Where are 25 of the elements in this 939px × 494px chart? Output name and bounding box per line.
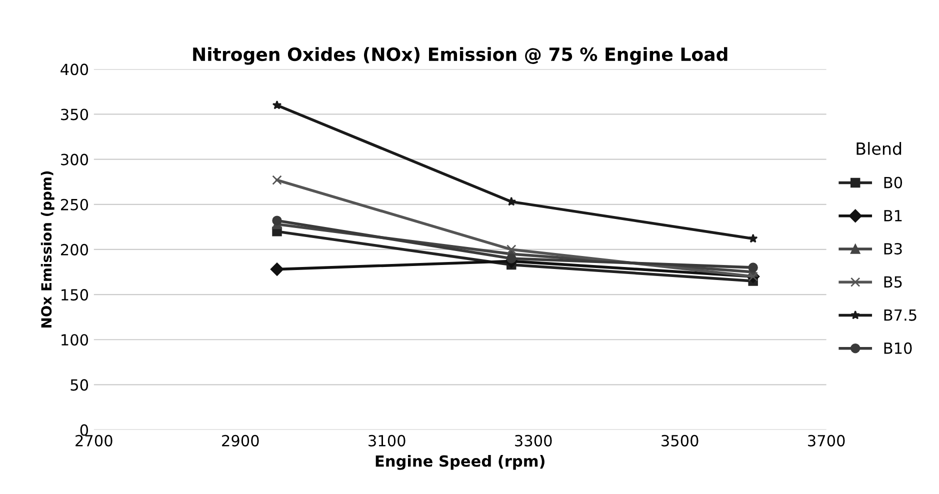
y-tick-label: 400 — [60, 64, 88, 76]
legend-label: B1 — [884, 210, 902, 222]
y-tick-label: 100 — [62, 334, 88, 346]
y-tick-label: 150 — [62, 289, 88, 301]
x-tick-label: 3700 — [808, 434, 845, 446]
y-tick-label: 50 — [70, 379, 88, 391]
x-tick-label: 3300 — [515, 434, 552, 446]
chart-title: Nitrogen Oxides (NOx) Emission @ 75 % Engine Load — [193, 47, 728, 65]
x-tick-label: 3500 — [662, 434, 698, 446]
x-tick-label: 2700 — [76, 434, 112, 446]
legend-label: B7.5 — [884, 309, 916, 321]
x-tick-label: 2900 — [222, 434, 259, 446]
legend-title: Blend — [856, 142, 902, 155]
y-tick-label: 250 — [60, 198, 88, 210]
x-axis-title: Engine Speed (rpm) — [376, 454, 544, 470]
legend-label: B0 — [884, 176, 902, 188]
y-axis-title: NOx Emission (ppm) — [40, 171, 54, 328]
legend-label: B10 — [884, 342, 912, 354]
legend-label: B5 — [884, 276, 902, 288]
y-tick-label: 350 — [61, 108, 88, 120]
y-tick-label: 300 — [61, 154, 88, 166]
legend-label: B3 — [884, 243, 902, 255]
y-tick-label: 0 — [80, 424, 88, 436]
x-tick-label: 3100 — [368, 434, 406, 446]
y-tick-label: 200 — [60, 244, 88, 256]
